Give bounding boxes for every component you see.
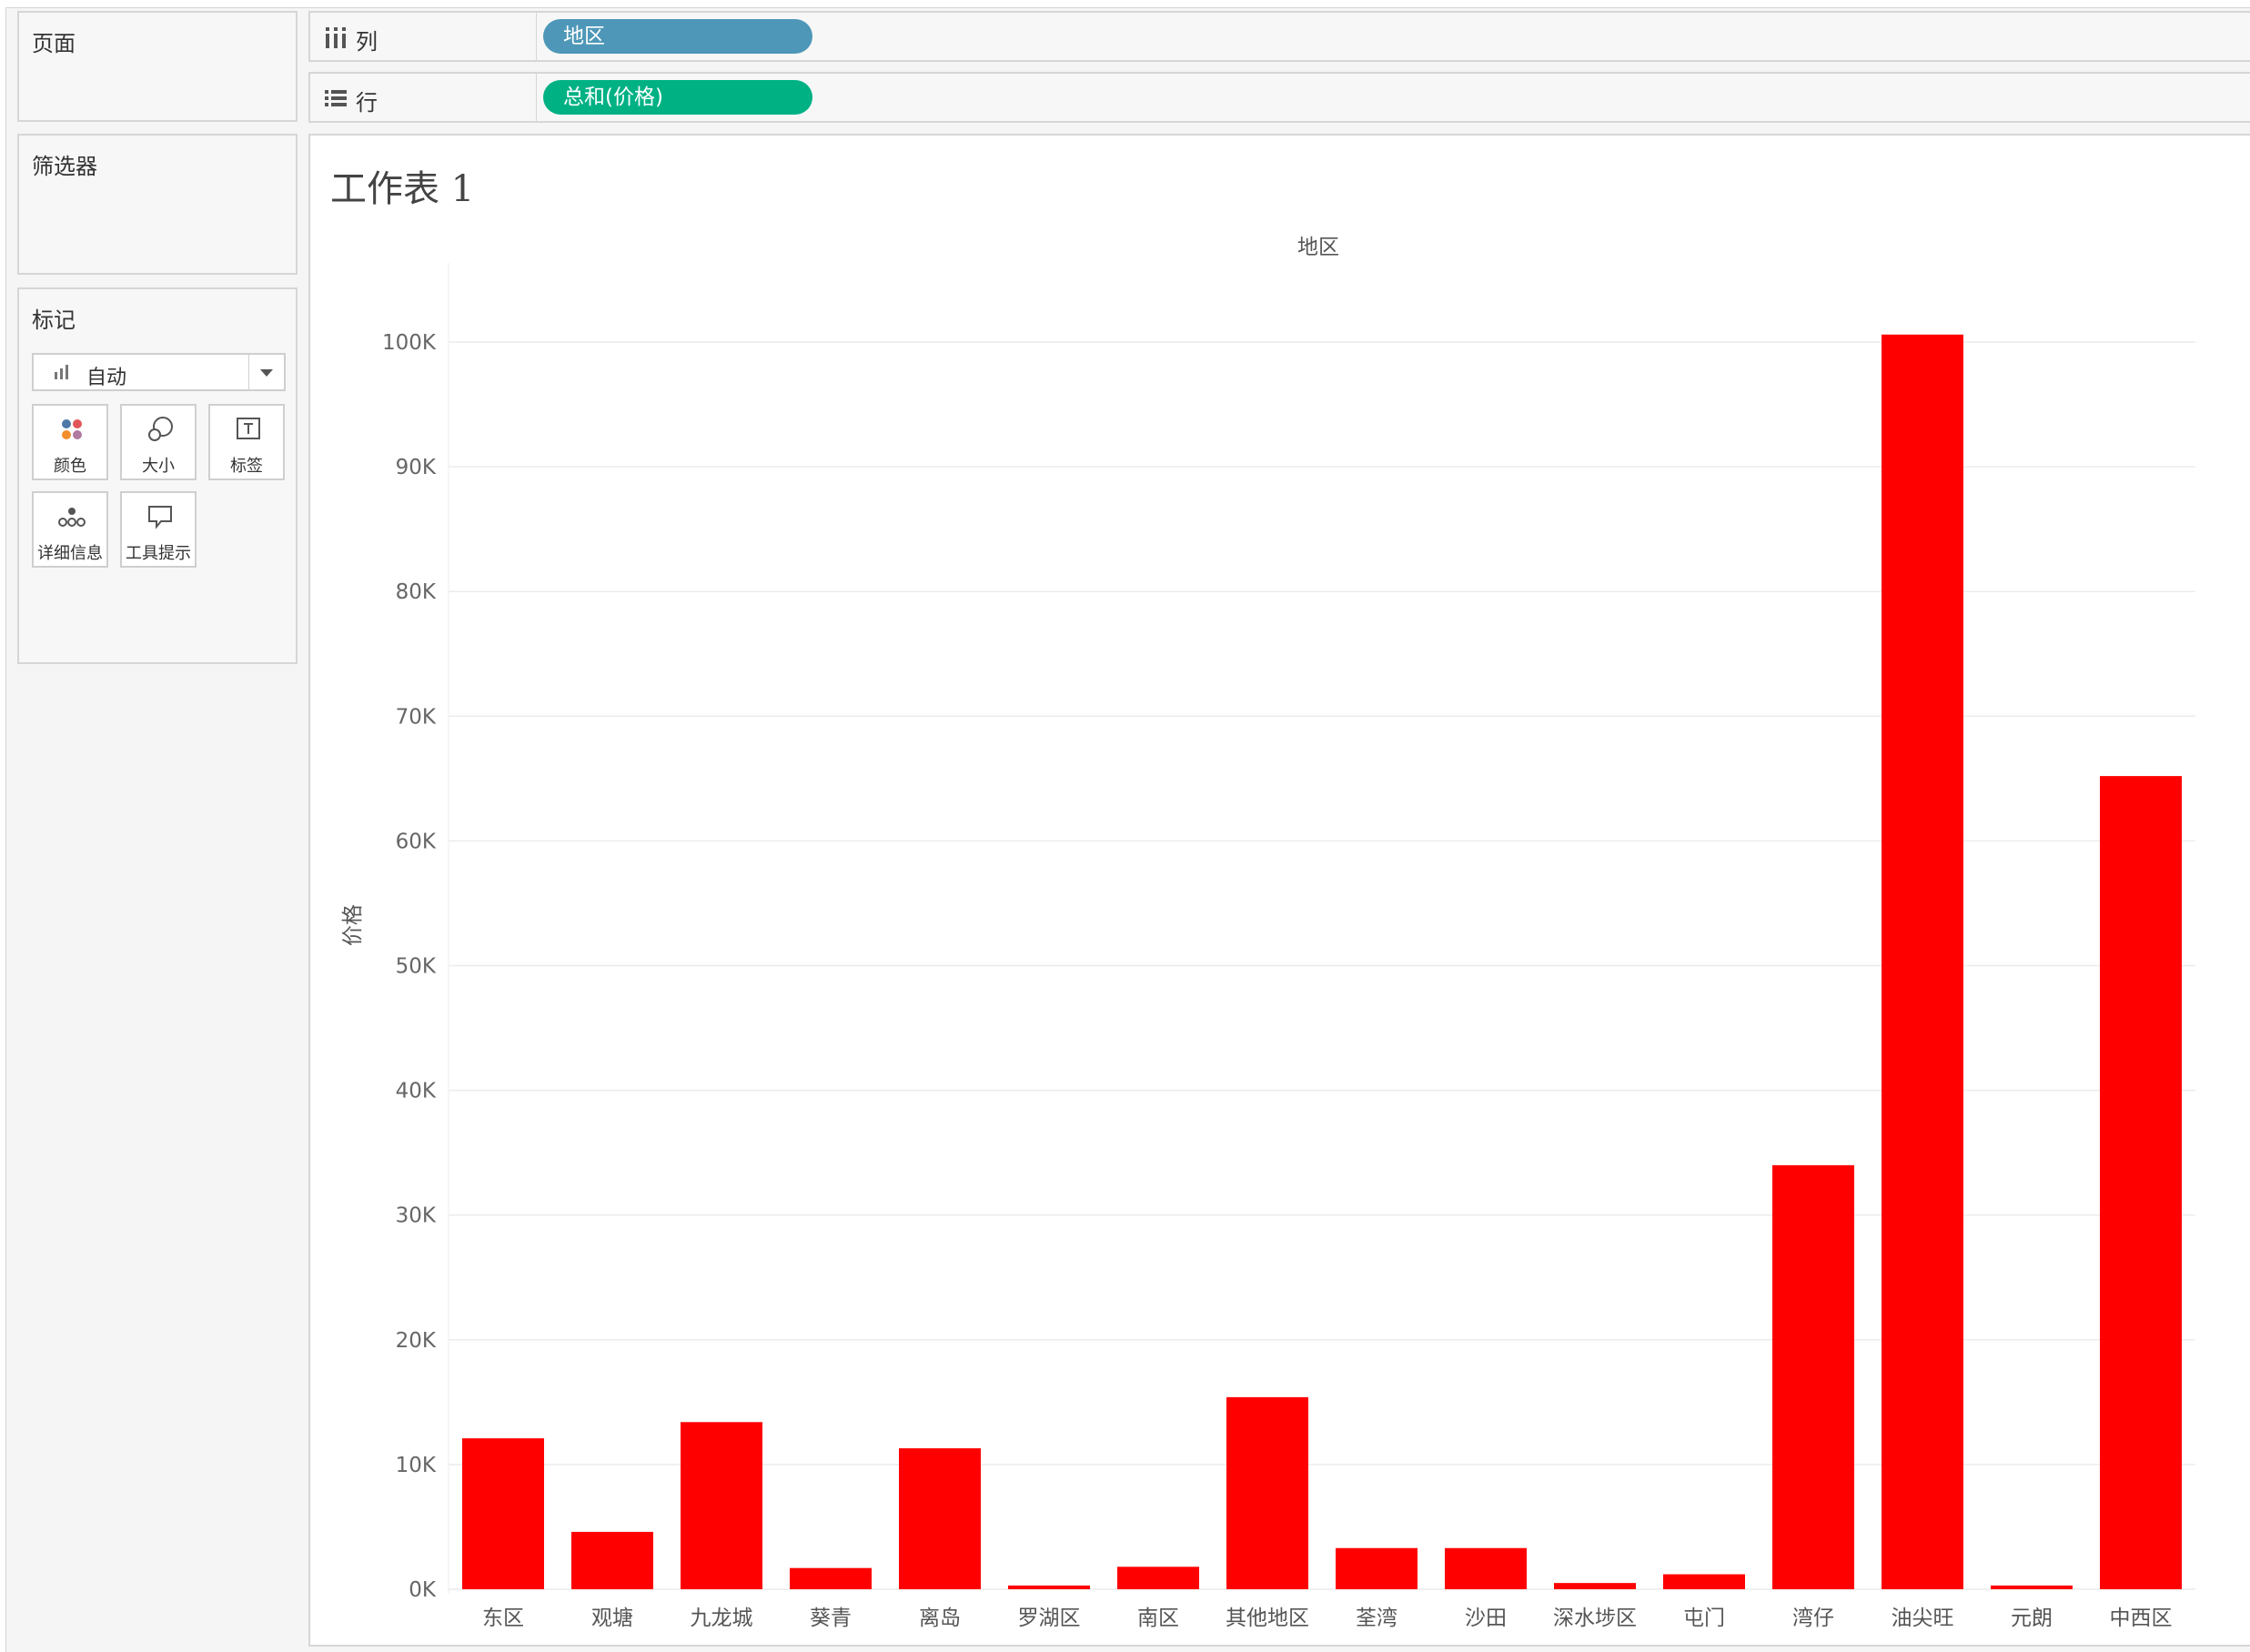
x-tick-label: 离岛 (919, 1607, 961, 1630)
size-label: 大小 (142, 457, 175, 476)
columns-icon (326, 27, 346, 48)
x-tick-label: 葵青 (810, 1607, 852, 1630)
bar-葵青 (790, 1567, 872, 1589)
x-tick-label: 南区 (1137, 1607, 1179, 1630)
sheet-title: 工作表 1 (330, 168, 475, 210)
columns-shelf[interactable]: 列 地区 (308, 11, 2250, 62)
bar-沙田 (1445, 1547, 1527, 1589)
x-tick-label: 罗湖区 (1018, 1607, 1081, 1630)
rows-icon (325, 90, 347, 106)
bar-油尖旺 (1882, 334, 1963, 1590)
marks-card: 标记 自动 颜色 大小 标签 (17, 287, 298, 664)
bar-观塘 (571, 1531, 653, 1589)
bar-九龙城 (681, 1422, 762, 1589)
detail-dots-icon (58, 508, 86, 527)
chevron-down-icon[interactable] (248, 355, 284, 389)
bar-中西区 (2100, 776, 2182, 1589)
y-tick-label: 40K (396, 1080, 437, 1103)
tooltip-label: 工具提示 (126, 544, 191, 563)
label-button[interactable]: 标签 (208, 404, 285, 480)
bar-南区 (1117, 1566, 1199, 1589)
columns-label: 列 (356, 29, 378, 55)
y-axis-title: 价格 (341, 904, 365, 946)
bar-离岛 (899, 1448, 981, 1589)
worksheet-view: 工作表 1 0K 10K 20K 30K 40K 50K 60K 70K 80K 90K 100K 地… (308, 134, 2250, 1647)
x-tick-label: 元朗 (2011, 1607, 2053, 1630)
tooltip-bubble-icon (148, 506, 172, 529)
bar-屯门 (1663, 1574, 1745, 1589)
color-label: 颜色 (54, 457, 86, 476)
size-button[interactable]: 大小 (120, 404, 197, 480)
pages-title: 页面 (32, 31, 76, 56)
x-axis-title: 地区 (1297, 236, 1339, 259)
bar-其他地区 (1226, 1396, 1308, 1589)
x-tick-label: 荃湾 (1356, 1607, 1397, 1630)
marks-title: 标记 (32, 307, 76, 333)
shelf-divider (536, 13, 537, 60)
bar-罗湖区 (1008, 1585, 1090, 1589)
y-tick-label: 100K (382, 331, 437, 355)
bar-湾仔 (1772, 1164, 1854, 1589)
bar-东区 (462, 1438, 544, 1589)
size-circles-icon (148, 417, 173, 441)
x-tick-label: 沙田 (1465, 1607, 1507, 1630)
filters-title: 筛选器 (32, 154, 97, 179)
bar-荃湾 (1336, 1547, 1418, 1589)
y-tick-label: 90K (396, 456, 437, 479)
tooltip-button[interactable]: 工具提示 (120, 491, 197, 568)
rows-label: 行 (356, 90, 378, 116)
region-pill[interactable]: 地区 (543, 19, 812, 54)
y-tick-label: 10K (396, 1454, 437, 1477)
label-label: 标签 (230, 457, 263, 476)
filters-card[interactable]: 筛选器 (17, 134, 298, 275)
x-tick-label: 深水埗区 (1553, 1607, 1637, 1630)
x-tick-label: 屯门 (1683, 1607, 1725, 1630)
detail-label: 详细信息 (37, 544, 103, 563)
rows-shelf[interactable]: 行 总和(价格) (308, 72, 2250, 123)
bar-chart-icon (55, 365, 68, 379)
y-tick-label: 60K (396, 830, 437, 853)
x-tick-label: 油尖旺 (1892, 1607, 1954, 1630)
mark-type-value: 自动 (86, 367, 127, 389)
y-tick-label: 30K (396, 1204, 437, 1228)
y-tick-label: 50K (396, 955, 437, 979)
y-tick-label: 80K (396, 580, 437, 604)
left-edge (0, 7, 6, 1652)
x-tick-label: 观塘 (591, 1607, 633, 1630)
shelf-divider (536, 74, 537, 121)
pages-card[interactable]: 页面 (17, 11, 298, 122)
detail-button[interactable]: 详细信息 (32, 491, 108, 568)
x-tick-label: 湾仔 (1792, 1607, 1834, 1630)
x-tick-label: 东区 (482, 1607, 524, 1630)
y-tick-label: 20K (396, 1329, 437, 1353)
x-tick-label: 中西区 (2110, 1607, 2173, 1630)
x-tick-label: 其他地区 (1226, 1607, 1309, 1630)
x-tick-label: 九龙城 (691, 1607, 753, 1630)
sum-price-pill[interactable]: 总和(价格) (543, 80, 812, 115)
color-button[interactable]: 颜色 (32, 404, 108, 480)
mark-type-dropdown[interactable]: 自动 (32, 353, 286, 391)
color-dots-icon (62, 419, 82, 439)
bar-深水埗区 (1554, 1583, 1636, 1589)
y-tick-label: 70K (396, 705, 437, 729)
top-strip (0, 0, 2250, 8)
bar-元朗 (1991, 1585, 2073, 1589)
y-tick-label: 0K (409, 1578, 437, 1602)
text-label-icon (237, 418, 260, 439)
